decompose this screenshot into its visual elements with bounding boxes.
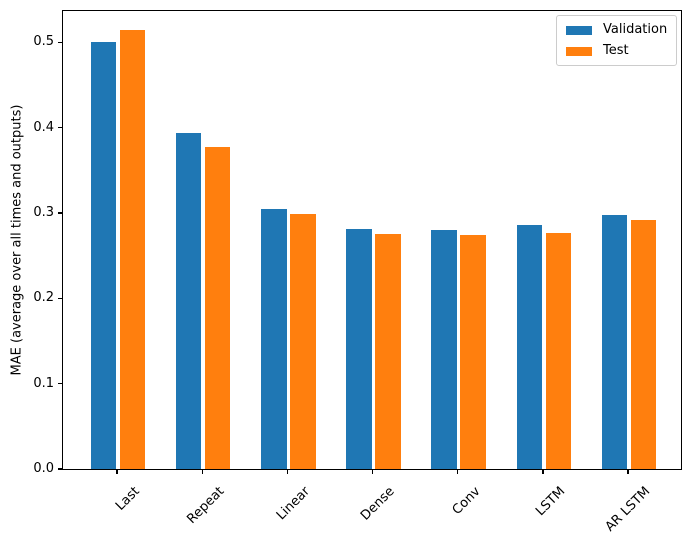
x-tick-label-lstm: LSTM [533,484,569,520]
y-tick-label-0.5: 0.5 [33,34,54,50]
x-tick-mark [286,470,289,474]
y-axis-label: MAE (average over all times and outputs) [9,104,25,376]
bar-validation-linear [261,208,287,469]
legend-swatch-validation [566,25,592,35]
x-tick-label-conv: Conv [449,484,484,518]
bar-validation-dense [346,229,372,469]
y-tick-label-0.1: 0.1 [33,375,54,391]
x-tick-label-repeat: Repeat [184,484,228,527]
bar-validation-last [90,41,117,469]
legend-entry-test: Test [566,44,667,58]
bar-test-linear [290,213,316,469]
y-tick-mark [57,297,62,299]
bar-validation-repeat [175,132,202,469]
bar-validation-lstm [516,225,543,469]
y-tick-mark [57,127,62,129]
x-tick-label-dense: Dense [358,484,399,524]
y-tick-label-0.0: 0.0 [33,461,54,476]
bar-test-dense [375,233,401,469]
legend-label-test: Test [603,43,629,58]
bar-test-last [119,29,146,469]
y-tick-mark [57,383,62,385]
x-tick-mark [201,470,203,474]
bar-test-repeat [204,147,231,469]
y-tick-label-0.2: 0.2 [33,290,54,306]
y-tick-label-0.3: 0.3 [33,205,54,221]
legend-swatch-test [566,46,592,56]
x-tick-label-linear: Linear [273,484,313,524]
x-tick-mark [116,470,118,474]
legend-label-validation: Validation [603,22,668,37]
bar-validation-conv [431,230,457,469]
x-tick-mark [627,470,629,474]
legend-entry-validation: Validation [566,23,667,37]
x-tick-label-last: Last [112,484,143,514]
bar-validation-ar-lstm [601,214,628,469]
y-tick-mark [57,468,62,470]
x-tick-mark [542,470,544,474]
bar-test-conv [460,235,486,469]
bar-test-ar-lstm [630,219,657,469]
y-tick-mark [57,212,62,214]
y-tick-label-0.4: 0.4 [33,119,54,135]
y-tick-mark [57,41,62,44]
x-tick-mark [371,470,374,474]
plot-area [62,10,682,470]
bar-test-lstm [545,232,572,469]
legend: Validation Test [556,15,678,66]
x-tick-label-ar-lstm: AR LSTM [602,484,654,535]
x-tick-mark [457,470,459,474]
